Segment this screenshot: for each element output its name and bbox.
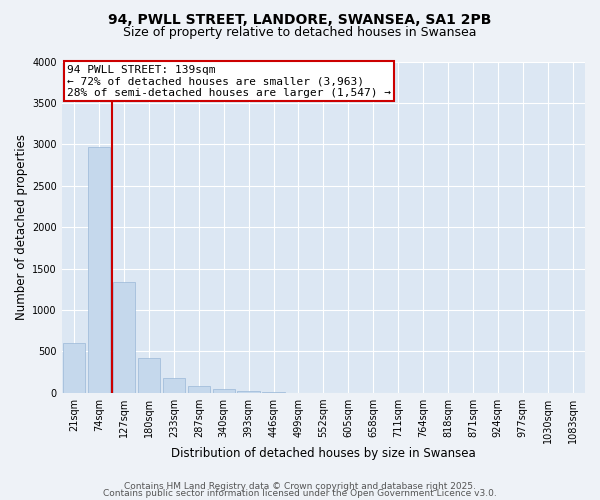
Bar xyxy=(88,147,110,392)
Bar xyxy=(188,386,210,392)
Y-axis label: Number of detached properties: Number of detached properties xyxy=(15,134,28,320)
Text: 94, PWLL STREET, LANDORE, SWANSEA, SA1 2PB: 94, PWLL STREET, LANDORE, SWANSEA, SA1 2… xyxy=(109,12,491,26)
Bar xyxy=(238,391,260,392)
Text: Size of property relative to detached houses in Swansea: Size of property relative to detached ho… xyxy=(123,26,477,39)
Bar xyxy=(113,282,135,393)
Bar xyxy=(63,343,85,392)
Bar xyxy=(163,378,185,392)
Bar xyxy=(138,358,160,392)
X-axis label: Distribution of detached houses by size in Swansea: Distribution of detached houses by size … xyxy=(171,447,476,460)
Text: Contains public sector information licensed under the Open Government Licence v3: Contains public sector information licen… xyxy=(103,489,497,498)
Text: 94 PWLL STREET: 139sqm
← 72% of detached houses are smaller (3,963)
28% of semi-: 94 PWLL STREET: 139sqm ← 72% of detached… xyxy=(67,65,391,98)
Text: Contains HM Land Registry data © Crown copyright and database right 2025.: Contains HM Land Registry data © Crown c… xyxy=(124,482,476,491)
Bar xyxy=(212,389,235,392)
